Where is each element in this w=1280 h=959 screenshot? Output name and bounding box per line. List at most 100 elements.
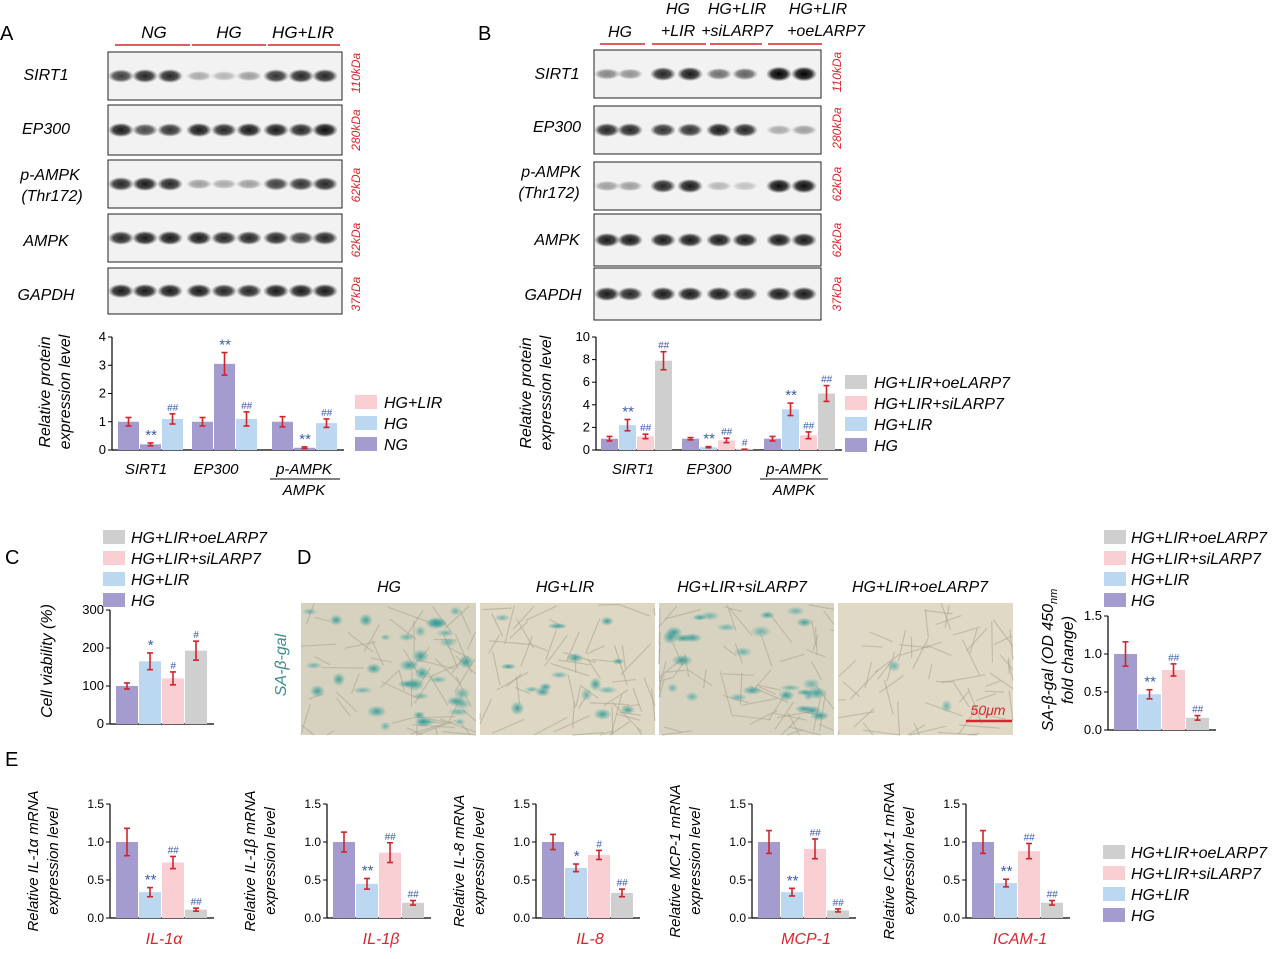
bar — [1018, 851, 1040, 918]
bar — [619, 425, 636, 450]
y-axis-label-main: SA-β-gal (OD 450 — [1040, 604, 1057, 732]
cell-fiber — [658, 676, 674, 682]
cell-fiber — [862, 722, 874, 736]
y-axis-label: expression level — [901, 807, 918, 915]
cell-fiber — [545, 629, 558, 661]
cell-fiber — [589, 702, 630, 706]
y-tick-label: 6 — [583, 374, 590, 389]
cell-fiber — [616, 713, 641, 721]
y-tick-label: 1.0 — [513, 835, 530, 849]
blot-strip — [107, 267, 343, 315]
blot-band — [766, 178, 792, 194]
blot-band — [766, 286, 792, 302]
x-tick-label: EP300 — [686, 461, 732, 478]
group-label-hg: HG — [216, 23, 242, 42]
stained-cell — [366, 705, 387, 718]
bar — [700, 447, 717, 450]
significance-mark: ** — [786, 872, 799, 889]
y-axis-label: Relative protein — [518, 337, 535, 448]
blot-band — [650, 123, 676, 137]
blot-band — [236, 231, 262, 245]
legend-swatch — [1104, 551, 1126, 565]
stained-cell — [566, 653, 584, 663]
legend-swatch — [103, 572, 125, 586]
bar — [379, 852, 401, 918]
blot-band — [186, 122, 212, 138]
blot-band — [650, 286, 676, 302]
cell-fiber — [620, 643, 652, 676]
cell-fiber — [491, 613, 504, 637]
bar — [402, 902, 424, 918]
stained-cell — [671, 654, 693, 667]
y-tick-label: 0 — [97, 716, 104, 731]
significance-mark: ## — [384, 832, 396, 843]
y-tick-label: 2 — [99, 386, 106, 401]
stained-cell — [523, 686, 540, 693]
y-tick-label: 0.5 — [513, 873, 530, 887]
blot-band — [312, 283, 338, 299]
x-tick-label: p-AMPK — [765, 461, 823, 478]
significance-mark: ** — [144, 872, 157, 889]
cell-fiber — [1007, 660, 1014, 681]
blot-band — [211, 178, 237, 190]
legend-swatch — [1103, 845, 1125, 859]
cell-fiber — [653, 607, 656, 616]
panel-a-letter: A — [0, 23, 14, 45]
cell-fiber — [758, 686, 777, 695]
legend-swatch — [845, 438, 867, 452]
legend-swatch — [1104, 572, 1126, 586]
blot-band — [706, 286, 732, 302]
y-tick-label: 1.5 — [87, 797, 104, 811]
bar — [655, 360, 672, 450]
cell-fiber — [466, 631, 476, 650]
stained-cell — [397, 680, 418, 688]
bar — [601, 438, 618, 450]
blot-strip — [107, 159, 343, 209]
blot-strip — [107, 51, 343, 101]
blot-band — [732, 181, 758, 191]
cell-fiber — [387, 606, 429, 623]
cell-fiber — [572, 731, 604, 736]
bar — [818, 393, 835, 450]
y-axis-label-sub: nm — [1048, 589, 1060, 604]
legend-label: HG — [874, 438, 898, 455]
cell-fiber — [944, 605, 950, 628]
y-tick-label: 100 — [82, 678, 104, 693]
blot-band — [288, 123, 314, 137]
bar — [356, 883, 378, 918]
cell-fiber — [754, 669, 772, 689]
cell-fiber — [553, 715, 591, 733]
protein-label: p-AMPK — [520, 164, 582, 181]
cell-fiber — [811, 620, 817, 647]
cell-fiber — [416, 719, 457, 736]
significance-mark: ## — [321, 408, 333, 419]
y-axis-label: fold change) — [1060, 616, 1077, 704]
cell-fiber — [878, 675, 904, 694]
x-tick-label: SIRT1 — [125, 461, 167, 478]
micrograph-2 — [479, 603, 656, 736]
cell-fiber — [968, 732, 980, 736]
cell-fiber — [618, 603, 650, 617]
cell-fiber — [326, 730, 335, 736]
cell-fiber — [989, 672, 1014, 690]
cell-fiber — [936, 614, 962, 625]
blot-band — [791, 66, 817, 82]
stained-cell — [742, 686, 763, 695]
legend-swatch — [103, 593, 125, 607]
stained-cell — [887, 659, 901, 673]
stained-cell — [302, 608, 318, 616]
stained-cell — [665, 626, 683, 639]
x-axis-label: MCP-1 — [781, 931, 831, 948]
cell-fiber — [823, 610, 835, 626]
cell-fiber — [883, 679, 894, 715]
cell-fiber — [837, 730, 840, 736]
cell-fiber — [632, 687, 643, 713]
y-tick-label: 0 — [583, 442, 590, 457]
group-label: HG — [666, 1, 690, 18]
blot-band — [108, 69, 134, 83]
cell-fiber — [567, 674, 576, 708]
protein-label: SIRT1 — [23, 67, 68, 84]
legend-swatch — [1103, 908, 1125, 922]
significance-mark: * — [147, 637, 154, 654]
protein-label: EP300 — [22, 121, 70, 138]
